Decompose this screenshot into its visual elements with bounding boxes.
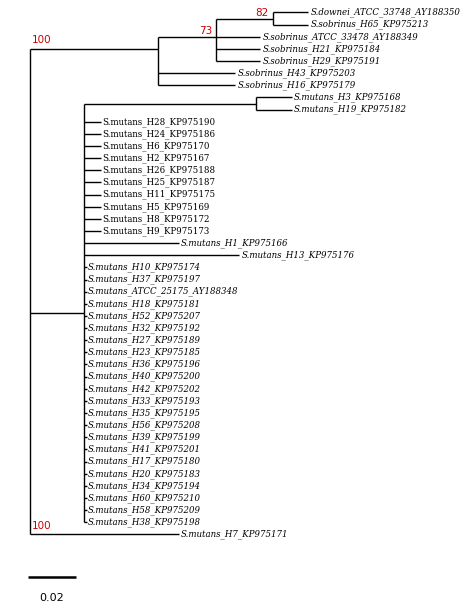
Text: S.mutans_H6_KP975170: S.mutans_H6_KP975170 <box>102 141 210 151</box>
Text: S.mutans_H1_KP975166: S.mutans_H1_KP975166 <box>181 239 288 248</box>
Text: S.sobrinus_H65_KP975213: S.sobrinus_H65_KP975213 <box>310 20 429 29</box>
Text: 82: 82 <box>255 7 269 18</box>
Text: S.mutans_H26_KP975188: S.mutans_H26_KP975188 <box>102 165 216 175</box>
Text: S.mutans_H24_KP975186: S.mutans_H24_KP975186 <box>102 129 216 138</box>
Text: S.mutans_H13_KP975176: S.mutans_H13_KP975176 <box>241 250 355 260</box>
Text: S.mutans_H41_KP975201: S.mutans_H41_KP975201 <box>87 445 201 454</box>
Text: S.mutans_H3_KP975168: S.mutans_H3_KP975168 <box>294 93 401 102</box>
Text: S.mutans_H8_KP975172: S.mutans_H8_KP975172 <box>102 214 210 224</box>
Text: S.mutans_H38_KP975198: S.mutans_H38_KP975198 <box>87 517 201 527</box>
Text: S.mutans_H25_KP975187: S.mutans_H25_KP975187 <box>102 178 216 187</box>
Text: S.mutans_H28_KP975190: S.mutans_H28_KP975190 <box>102 117 216 126</box>
Text: S.mutans_H27_KP975189: S.mutans_H27_KP975189 <box>87 336 201 345</box>
Text: 73: 73 <box>199 26 212 36</box>
Text: S.mutans_H39_KP975199: S.mutans_H39_KP975199 <box>87 432 201 442</box>
Text: 100: 100 <box>32 35 52 45</box>
Text: S.mutans_H18_KP975181: S.mutans_H18_KP975181 <box>87 299 201 309</box>
Text: S.mutans_H19_KP975182: S.mutans_H19_KP975182 <box>294 105 407 115</box>
Text: S.sobrinus_ATCC_33478_AY188349: S.sobrinus_ATCC_33478_AY188349 <box>263 32 418 41</box>
Text: S.mutans_H10_KP975174: S.mutans_H10_KP975174 <box>87 262 201 272</box>
Text: S.mutans_H36_KP975196: S.mutans_H36_KP975196 <box>87 360 201 369</box>
Text: S.mutans_H35_KP975195: S.mutans_H35_KP975195 <box>87 408 201 418</box>
Text: S.mutans_H9_KP975173: S.mutans_H9_KP975173 <box>102 226 210 236</box>
Text: S.sobrinus_H29_KP975191: S.sobrinus_H29_KP975191 <box>263 56 381 66</box>
Text: S.mutans_H58_KP975209: S.mutans_H58_KP975209 <box>87 505 201 515</box>
Text: 100: 100 <box>32 521 52 531</box>
Text: S.sobrinus_H21_KP975184: S.sobrinus_H21_KP975184 <box>263 44 381 54</box>
Text: S.sobrinus_H16_KP975179: S.sobrinus_H16_KP975179 <box>237 81 356 90</box>
Text: 0.02: 0.02 <box>39 593 64 603</box>
Text: S.mutans_ATCC_25175_AY188348: S.mutans_ATCC_25175_AY188348 <box>87 287 238 296</box>
Text: S.mutans_H42_KP975202: S.mutans_H42_KP975202 <box>87 384 201 393</box>
Text: S.mutans_H60_KP975210: S.mutans_H60_KP975210 <box>87 493 201 503</box>
Text: S.mutans_H20_KP975183: S.mutans_H20_KP975183 <box>87 469 201 479</box>
Text: S.mutans_H33_KP975193: S.mutans_H33_KP975193 <box>87 396 201 406</box>
Text: S.mutans_H23_KP975185: S.mutans_H23_KP975185 <box>87 348 201 357</box>
Text: S.mutans_H34_KP975194: S.mutans_H34_KP975194 <box>87 481 201 490</box>
Text: S.sobrinus_H43_KP975203: S.sobrinus_H43_KP975203 <box>237 68 356 78</box>
Text: S.mutans_H7_KP975171: S.mutans_H7_KP975171 <box>181 529 288 539</box>
Text: S.mutans_H37_KP975197: S.mutans_H37_KP975197 <box>87 274 201 284</box>
Text: S.mutans_H56_KP975208: S.mutans_H56_KP975208 <box>87 420 201 430</box>
Text: S.mutans_H40_KP975200: S.mutans_H40_KP975200 <box>87 371 201 381</box>
Text: S.mutans_H52_KP975207: S.mutans_H52_KP975207 <box>87 311 201 321</box>
Text: S.mutans_H17_KP975180: S.mutans_H17_KP975180 <box>87 457 201 467</box>
Text: S.mutans_H32_KP975192: S.mutans_H32_KP975192 <box>87 323 201 333</box>
Text: S.mutans_H11_KP975175: S.mutans_H11_KP975175 <box>102 190 216 199</box>
Text: S.mutans_H2_KP975167: S.mutans_H2_KP975167 <box>102 153 210 163</box>
Text: S.downei_ATCC_33748_AY188350: S.downei_ATCC_33748_AY188350 <box>310 8 460 17</box>
Text: S.mutans_H5_KP975169: S.mutans_H5_KP975169 <box>102 202 210 212</box>
